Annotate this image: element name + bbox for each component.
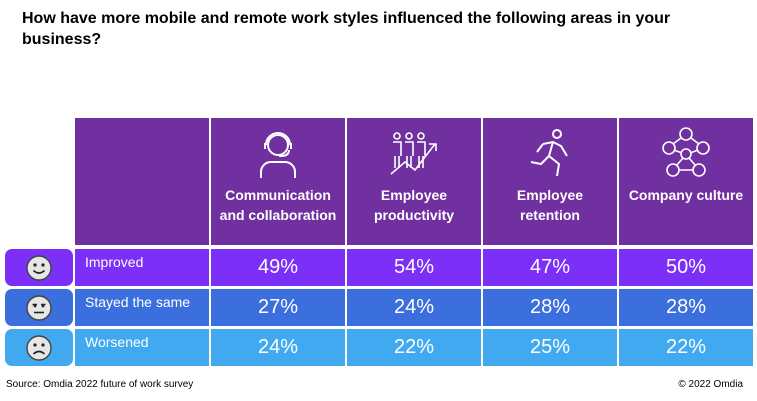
value-worsened-culture: 22% bbox=[619, 329, 753, 366]
value-improved-culture: 50% bbox=[619, 249, 753, 286]
header-productivity: Employee productivity bbox=[347, 118, 481, 245]
sad-face-icon bbox=[26, 334, 52, 361]
header-corner-cell bbox=[75, 118, 209, 245]
header-label: Employee retention bbox=[516, 187, 584, 223]
header-retention: Employee retention bbox=[483, 118, 617, 245]
value-worsened-productivity: 22% bbox=[347, 329, 481, 366]
source-note: Source: Omdia 2022 future of work survey bbox=[6, 379, 194, 390]
row-label-improved: Improved bbox=[75, 249, 209, 286]
value-improved-productivity: 54% bbox=[347, 249, 481, 286]
header-culture: Company culture bbox=[619, 118, 753, 245]
value-improved-retention: 47% bbox=[483, 249, 617, 286]
network-people-icon bbox=[662, 127, 710, 177]
value-stayed-culture: 28% bbox=[619, 289, 753, 326]
value-improved-communication: 49% bbox=[211, 249, 345, 286]
header-label: Company culture bbox=[628, 187, 744, 203]
row-label-stayed: Stayed the same bbox=[75, 289, 209, 326]
running-person-icon bbox=[530, 129, 568, 177]
value-worsened-retention: 25% bbox=[483, 329, 617, 366]
chart-title: How have more mobile and remote work sty… bbox=[22, 10, 671, 48]
row-label-worsened: Worsened bbox=[75, 329, 209, 366]
productivity-people-icon bbox=[390, 132, 437, 175]
headset-person-icon bbox=[260, 132, 296, 178]
value-stayed-productivity: 24% bbox=[347, 289, 481, 326]
row-icon-improved bbox=[5, 249, 73, 286]
value-stayed-communication: 27% bbox=[211, 289, 345, 326]
value-worsened-communication: 24% bbox=[211, 329, 345, 366]
header-label: Communication and collaboration bbox=[219, 187, 337, 223]
row-icon-stayed bbox=[5, 289, 73, 326]
row-icon-worsened bbox=[5, 329, 73, 366]
value-stayed-retention: 28% bbox=[483, 289, 617, 326]
copyright-note: © 2022 Omdia bbox=[678, 379, 743, 390]
happy-face-icon bbox=[26, 254, 52, 281]
header-communication: Communication and collaboration bbox=[211, 118, 345, 245]
header-label: Employee productivity bbox=[373, 187, 455, 223]
neutral-face-icon bbox=[26, 294, 52, 321]
